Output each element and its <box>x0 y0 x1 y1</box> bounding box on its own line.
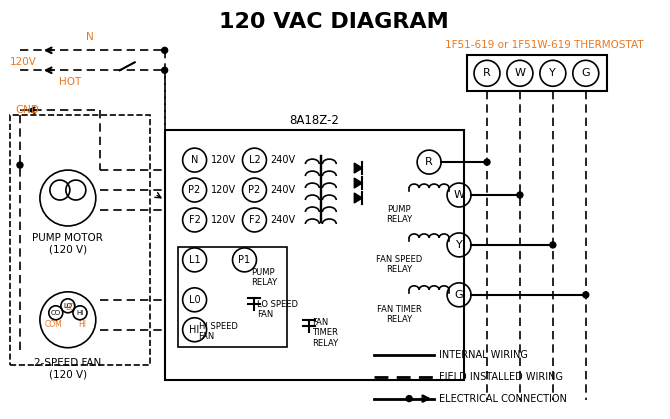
Text: CO: CO <box>51 310 61 316</box>
Text: Y: Y <box>456 240 462 250</box>
Text: L0: L0 <box>189 295 200 305</box>
Text: 240V: 240V <box>271 155 295 165</box>
Text: 8A18Z-2: 8A18Z-2 <box>289 114 339 127</box>
Text: 240V: 240V <box>271 215 295 225</box>
Circle shape <box>517 192 523 198</box>
Circle shape <box>550 242 556 248</box>
Text: P1: P1 <box>239 255 251 265</box>
Bar <box>467 55 607 91</box>
Text: COM: COM <box>45 320 63 329</box>
Text: 120V: 120V <box>210 155 236 165</box>
Bar <box>10 115 149 365</box>
Text: 120V: 120V <box>210 185 236 195</box>
Text: 2-SPEED FAN
(120 V): 2-SPEED FAN (120 V) <box>34 358 101 379</box>
Bar <box>178 247 287 347</box>
Text: G: G <box>455 290 464 300</box>
Text: PUMP
RELAY: PUMP RELAY <box>386 205 412 225</box>
Polygon shape <box>354 163 362 173</box>
Circle shape <box>161 67 168 73</box>
Text: ELECTRICAL CONNECTION: ELECTRICAL CONNECTION <box>439 393 567 403</box>
Text: W: W <box>515 68 525 78</box>
Circle shape <box>583 292 589 298</box>
Text: FIELD INSTALLED WIRING: FIELD INSTALLED WIRING <box>439 372 563 382</box>
Text: PUMP MOTOR
(120 V): PUMP MOTOR (120 V) <box>32 233 103 255</box>
Text: G: G <box>582 68 590 78</box>
Text: F2: F2 <box>249 215 261 225</box>
Text: Y: Y <box>549 68 556 78</box>
Text: R: R <box>425 157 433 167</box>
Text: 120 VAC DIAGRAM: 120 VAC DIAGRAM <box>220 13 449 32</box>
Text: LO SPEED
FAN: LO SPEED FAN <box>257 300 298 319</box>
Text: 120V: 120V <box>210 215 236 225</box>
Bar <box>165 130 464 380</box>
Polygon shape <box>354 178 362 188</box>
Text: HOT: HOT <box>59 77 81 87</box>
Text: HI: HI <box>190 325 200 335</box>
Text: GND: GND <box>15 105 39 115</box>
Text: HI: HI <box>76 310 84 316</box>
Circle shape <box>406 396 412 401</box>
Text: FAN TIMER
RELAY: FAN TIMER RELAY <box>377 305 421 324</box>
Circle shape <box>161 47 168 53</box>
Text: INTERNAL WIRING: INTERNAL WIRING <box>439 350 528 360</box>
Text: W: W <box>454 190 464 200</box>
Text: P2: P2 <box>249 185 261 195</box>
Text: FAN SPEED
RELAY: FAN SPEED RELAY <box>376 255 422 274</box>
Text: L1: L1 <box>189 255 200 265</box>
Text: L2: L2 <box>249 155 261 165</box>
Text: N: N <box>191 155 198 165</box>
Text: HI: HI <box>78 320 86 329</box>
Text: R: R <box>483 68 491 78</box>
Circle shape <box>17 162 23 168</box>
Circle shape <box>484 159 490 165</box>
Polygon shape <box>354 193 362 203</box>
Text: 120V: 120V <box>10 57 37 67</box>
Text: FAN
TIMER
RELAY: FAN TIMER RELAY <box>312 318 338 348</box>
Text: 240V: 240V <box>271 185 295 195</box>
Text: P2: P2 <box>188 185 201 195</box>
Text: 1F51-619 or 1F51W-619 THERMOSTAT: 1F51-619 or 1F51W-619 THERMOSTAT <box>445 40 643 50</box>
Text: PUMP
RELAY: PUMP RELAY <box>251 268 277 287</box>
Text: F2: F2 <box>189 215 200 225</box>
Text: N: N <box>86 32 94 42</box>
Text: HI SPEED
FAN: HI SPEED FAN <box>198 322 237 341</box>
Text: LO: LO <box>64 303 72 309</box>
Text: LO: LO <box>65 303 75 312</box>
